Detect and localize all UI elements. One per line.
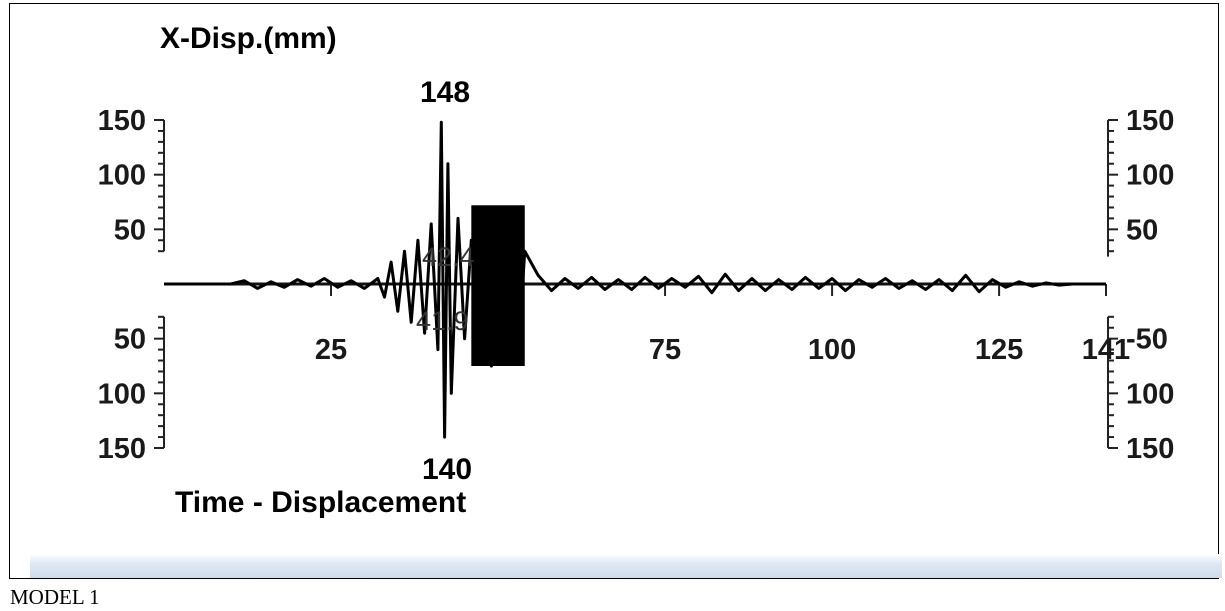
chart-frame: X-Disp.(mm) 148 140 Time - Displacement … xyxy=(9,3,1222,579)
right-y-tick-label: 150 xyxy=(1126,105,1174,137)
min-value-label: 140 xyxy=(422,453,472,486)
right-y-tick-label: 100 xyxy=(1126,378,1174,410)
x-axis-label: Time - Displacement xyxy=(175,486,466,519)
caption: MODEL 1 xyxy=(10,585,100,609)
max-value-label: 148 xyxy=(420,76,470,109)
left-y-tick-label: 100 xyxy=(98,160,146,192)
annotation-label: 42.4 xyxy=(422,242,475,272)
ticks-group: 150150100100505050-501001001501502550751… xyxy=(98,105,1175,465)
x-tick-label: 25 xyxy=(315,334,347,366)
annotations-group: 42.4 41.9 xyxy=(416,242,475,336)
right-y-tick-label: 100 xyxy=(1126,160,1174,192)
annotation-label: 41.9 xyxy=(416,306,469,336)
right-y-tick-label: 50 xyxy=(1126,214,1158,246)
series-line xyxy=(164,120,1106,439)
left-y-tick-label: 150 xyxy=(98,105,146,137)
x-tick-label: 75 xyxy=(649,334,681,366)
right-y-tick-label: 150 xyxy=(1126,433,1174,465)
x-tick-label: 141 xyxy=(1082,334,1130,366)
bottom-band xyxy=(30,554,1222,578)
left-y-tick-label: 50 xyxy=(114,324,146,356)
x-tick-label: 125 xyxy=(975,334,1023,366)
left-y-tick-label: 100 xyxy=(98,378,146,410)
left-y-tick-label: 150 xyxy=(98,433,146,465)
right-y-tick-label: -50 xyxy=(1126,324,1168,356)
chart-plot: X-Disp.(mm) 148 140 Time - Displacement … xyxy=(98,22,1175,519)
burst-block xyxy=(471,205,525,366)
series-group xyxy=(164,120,1106,439)
left-y-tick-label: 50 xyxy=(114,214,146,246)
x-tick-label: 100 xyxy=(808,334,856,366)
chart-title: X-Disp.(mm) xyxy=(160,22,337,55)
